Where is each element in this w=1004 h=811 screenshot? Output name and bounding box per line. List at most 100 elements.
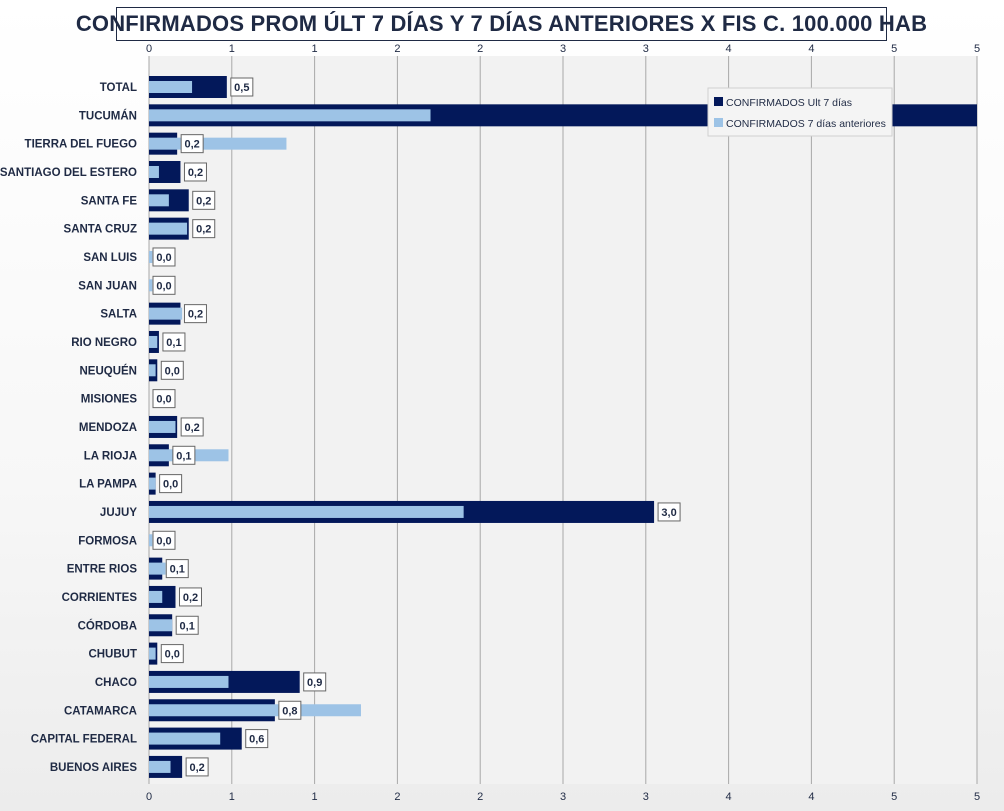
- data-label-box: [162, 332, 186, 352]
- data-label-box: [152, 389, 176, 409]
- bar-7-dias-anteriores: [149, 562, 166, 575]
- legend-swatch: [714, 97, 723, 106]
- data-label-box: [192, 219, 216, 239]
- x-tick-label-top: 1: [229, 43, 235, 55]
- category-label: FORMOSA: [78, 535, 137, 547]
- data-label-text: 0,2: [183, 592, 198, 604]
- data-label-box: [180, 134, 204, 154]
- legend-label: CONFIRMADOS Ult 7 días: [726, 97, 852, 109]
- x-tick-label-top: 0: [146, 43, 152, 55]
- bar-7-dias-anteriores: [149, 279, 153, 292]
- bar-7-dias-anteriores: [149, 505, 464, 518]
- data-label-text: 0,0: [156, 280, 171, 292]
- category-label: SAN LUIS: [83, 252, 137, 264]
- data-label: 0,6: [245, 729, 269, 749]
- chart-title: CONFIRMADOS PROM ÚLT 7 DÍAS Y 7 DÍAS ANT…: [76, 7, 927, 41]
- data-label-box: [175, 615, 199, 635]
- data-label: 0,9: [303, 672, 327, 692]
- bar-7-dias-anteriores: [149, 619, 173, 632]
- category-label: CHUBUT: [88, 649, 137, 661]
- bar-7-dias-anteriores: [149, 222, 188, 235]
- data-label-box: [278, 700, 302, 720]
- x-tick-label-bottom: 5: [974, 791, 980, 803]
- data-label-box: [165, 559, 189, 579]
- data-label-box: [180, 417, 204, 437]
- category-label: LA PAMPA: [79, 479, 137, 491]
- data-label-text: 0,1: [180, 620, 195, 632]
- bar-7-dias-anteriores: [149, 704, 361, 717]
- x-tick-label-top: 5: [891, 43, 897, 55]
- data-label: 0,0: [152, 247, 176, 267]
- bar-7-dias-anteriores: [149, 307, 183, 320]
- bar-7-dias-anteriores: [149, 335, 158, 348]
- data-label-box: [159, 474, 183, 494]
- data-label-box: [185, 757, 209, 777]
- data-label-text: 0,0: [156, 535, 171, 547]
- data-label-box: [192, 190, 216, 210]
- category-label: JUJUY: [100, 507, 137, 519]
- data-label-box: [172, 445, 196, 465]
- category-label: NEUQUÉN: [79, 364, 137, 377]
- data-label: 0,1: [175, 615, 199, 635]
- legend-label: CONFIRMADOS 7 días anteriores: [726, 118, 886, 130]
- data-label-text: 0,2: [185, 139, 200, 151]
- data-label-box: [152, 275, 176, 295]
- bar-7-dias-anteriores: [149, 165, 159, 178]
- data-label-box: [178, 587, 202, 607]
- data-label-box: [183, 304, 207, 324]
- x-tick-label-bottom: 0: [146, 791, 152, 803]
- category-label: ENTRE RIOS: [67, 564, 138, 576]
- data-label-box: [160, 644, 184, 664]
- data-label-text: 0,1: [176, 450, 191, 462]
- x-tick-label-top: 2: [477, 43, 483, 55]
- bar-7-dias-anteriores: [149, 250, 153, 263]
- data-label: 0,2: [180, 417, 204, 437]
- category-label: CORRIENTES: [62, 592, 138, 604]
- category-label: BUENOS AIRES: [50, 762, 137, 774]
- data-label: 0,1: [165, 559, 189, 579]
- category-label: SANTIAGO DEL ESTERO: [0, 167, 137, 179]
- data-label: 0,2: [192, 219, 216, 239]
- data-label-text: 0,2: [189, 762, 204, 774]
- category-label: CÓRDOBA: [78, 619, 137, 632]
- category-label: RIO NEGRO: [71, 337, 137, 349]
- data-label-text: 0,6: [249, 734, 264, 746]
- data-label: 0,0: [160, 644, 184, 664]
- bar-7-dias-anteriores: [149, 109, 431, 122]
- category-label: LA RIOJA: [84, 450, 137, 462]
- data-label-box: [160, 360, 184, 380]
- x-tick-label-bottom: 5: [891, 791, 897, 803]
- bar-7-dias-anteriores: [149, 137, 287, 150]
- x-tick-label-top: 2: [394, 43, 400, 55]
- data-label: 3,0: [657, 502, 681, 522]
- bar-7-dias-anteriores: [149, 647, 156, 660]
- data-label: 0,2: [180, 134, 204, 154]
- data-label-text: 0,8: [282, 705, 297, 717]
- data-label: 0,2: [183, 304, 207, 324]
- category-label: SANTA FE: [81, 195, 138, 207]
- data-label-text: 0,2: [196, 195, 211, 207]
- x-tick-label-bottom: 3: [560, 791, 566, 803]
- x-tick-label-bottom: 4: [808, 791, 814, 803]
- bar-7-dias-anteriores: [149, 732, 221, 745]
- x-tick-label-bottom: 1: [312, 791, 318, 803]
- data-label-text: 0,2: [185, 422, 200, 434]
- data-label-box: [245, 729, 269, 749]
- x-tick-label-top: 4: [808, 43, 814, 55]
- bar-7-dias-anteriores: [149, 477, 156, 490]
- data-label-box: [657, 502, 681, 522]
- category-label: CATAMARCA: [64, 705, 137, 717]
- data-label-text: 0,1: [166, 337, 181, 349]
- data-label-text: 0,0: [163, 479, 178, 491]
- category-label: SAN JUAN: [78, 280, 137, 292]
- data-label-box: [152, 247, 176, 267]
- data-label-text: 0,2: [188, 309, 203, 321]
- data-label: 0,5: [230, 77, 254, 97]
- data-label-text: 0,2: [188, 167, 203, 179]
- bar-7-dias-anteriores: [149, 760, 171, 773]
- data-label-text: 0,1: [170, 564, 185, 576]
- category-label: SANTA CRUZ: [64, 224, 137, 236]
- data-label-text: 3,0: [661, 507, 676, 519]
